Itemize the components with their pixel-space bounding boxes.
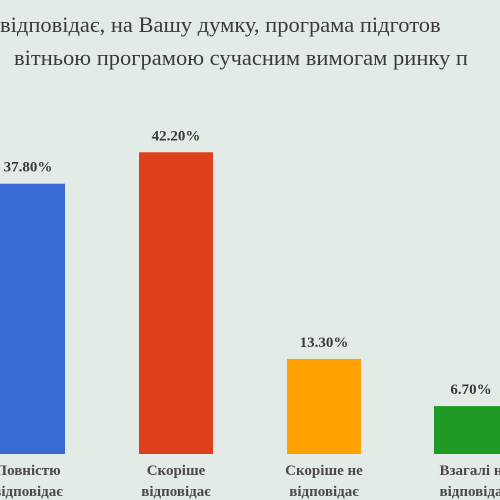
category-label-3-line-2: відповідає [289,484,359,500]
data-label-1: 37.80% [4,160,53,176]
data-label-4: 6.70% [450,382,491,398]
chart-title-line-1: відповідає, на Вашу думку, програма підг… [0,12,441,37]
category-label-2-line-1: Скоріше [147,463,206,479]
category-label-1-line-2: відповідає [0,484,63,500]
category-label-4-line-1: Взагалі н [440,463,500,479]
category-label-3-line-1: Скоріше не [285,463,363,479]
bar-4 [434,406,500,454]
data-label-3: 13.30% [300,335,349,351]
chart-title-line-2: вітньою програмою сучасним вимогам ринку… [14,45,468,70]
data-label-2: 42.20% [152,128,201,144]
bar-1 [0,183,65,455]
bar-3 [287,358,361,454]
category-label-4-line-2: відповіда [440,484,500,500]
category-label-1-line-1: Повністю [0,463,61,479]
bar-2 [139,152,213,454]
category-label-2-line-2: відповідає [141,484,211,500]
